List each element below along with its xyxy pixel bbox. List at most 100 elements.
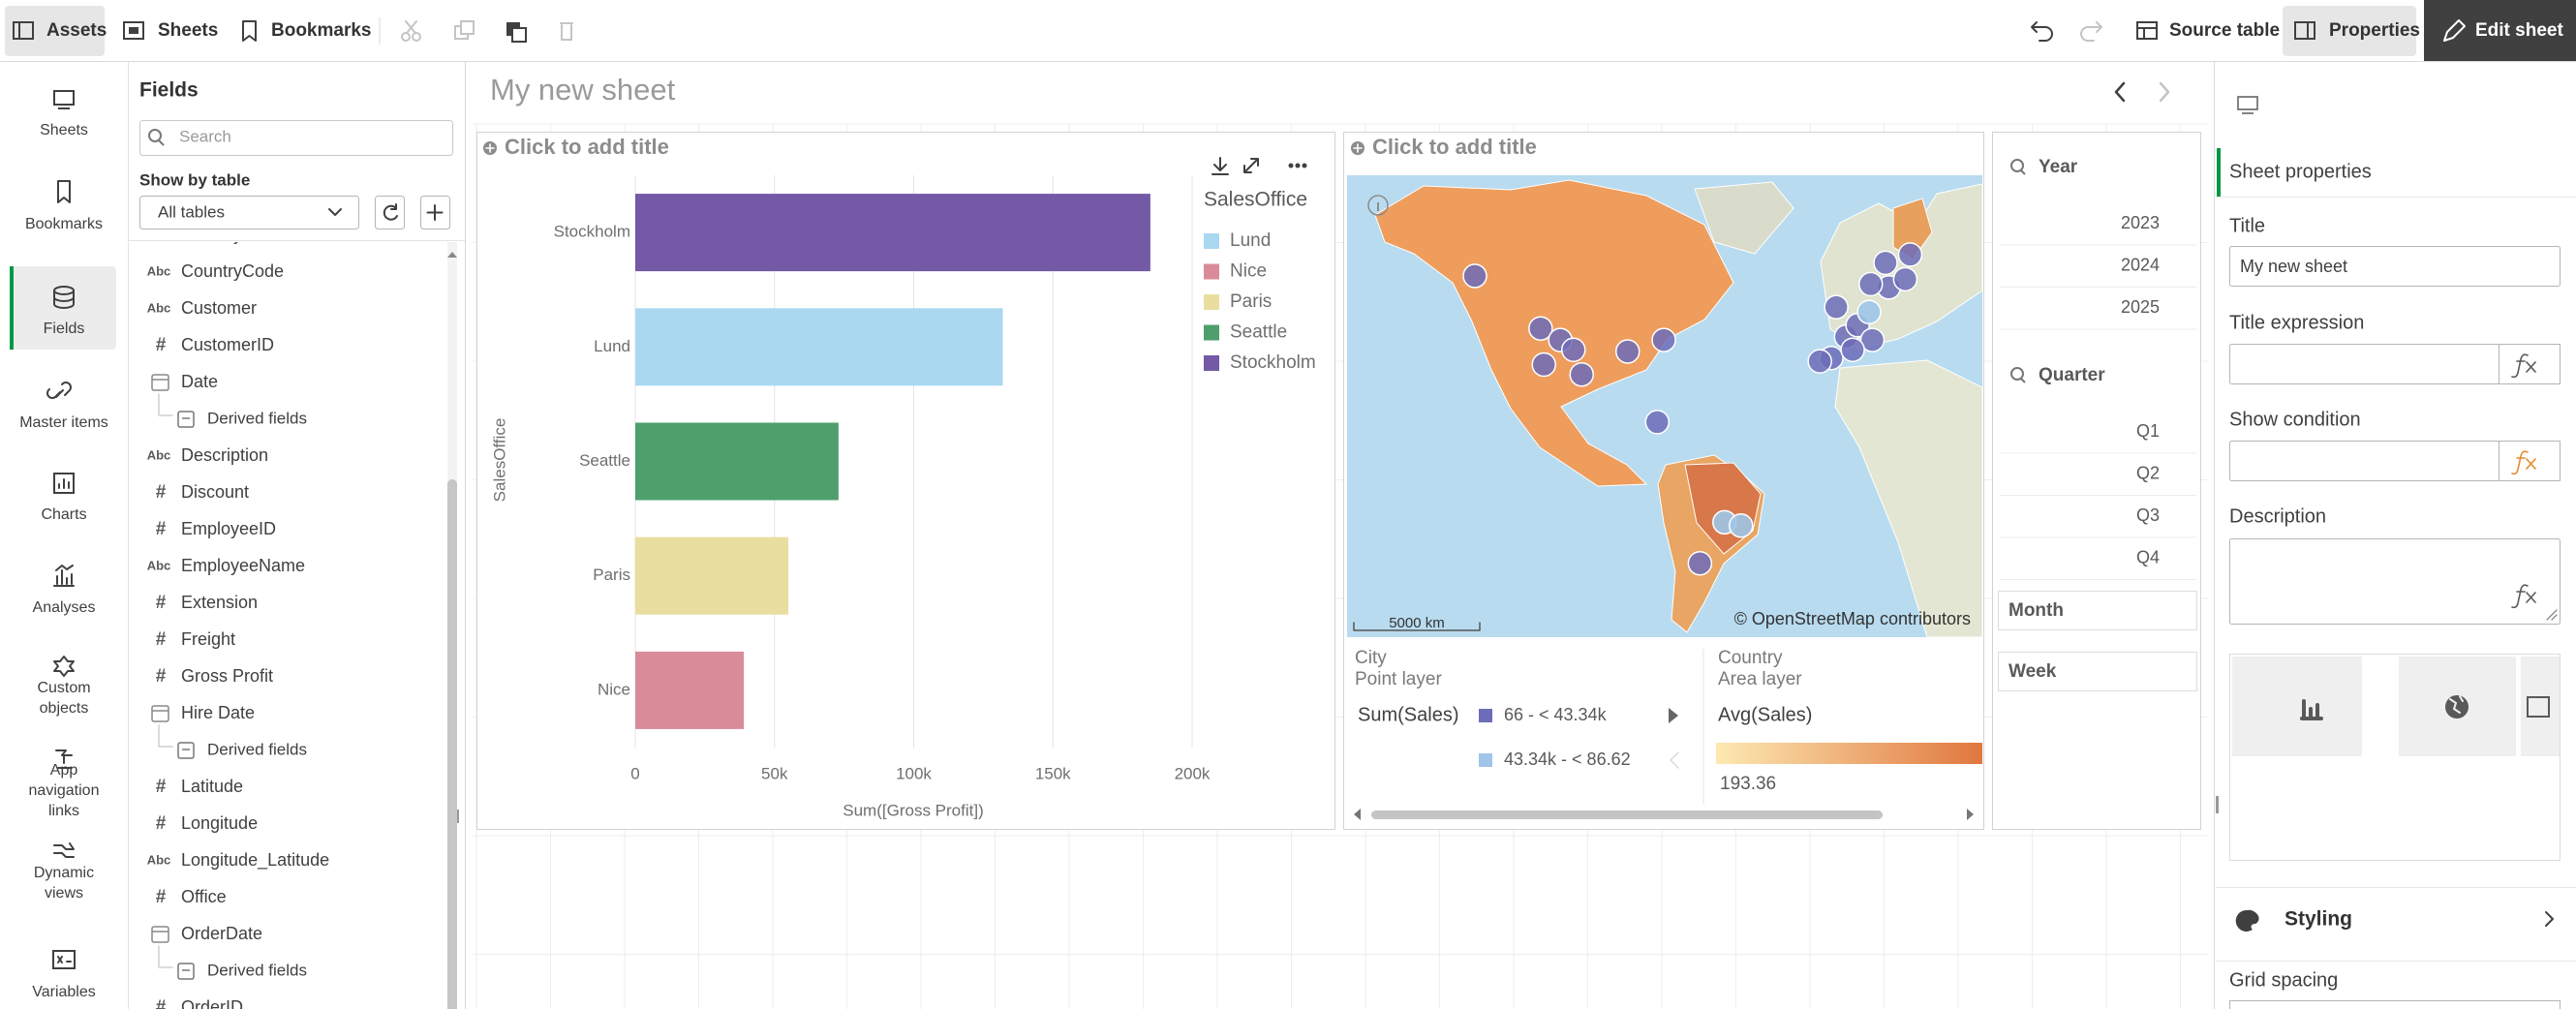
x-tick-label: 50k	[761, 764, 788, 782]
y-tick-label: Stockholm	[554, 223, 630, 241]
filter-value[interactable]: 2024	[2121, 255, 2160, 274]
properties-icon	[2294, 21, 2315, 40]
nav-item-label[interactable]: Analyses	[32, 599, 96, 616]
legend-label[interactable]: Lund	[1230, 230, 1271, 251]
field-name[interactable]: EmployeeID	[181, 519, 276, 538]
filter-value[interactable]: Q3	[2136, 505, 2160, 525]
bar	[635, 651, 745, 729]
assets-button-label[interactable]: Assets	[46, 20, 107, 41]
field-type-icon: #	[156, 666, 167, 687]
city-point	[1531, 352, 1556, 378]
sheets-button-label[interactable]: Sheets	[158, 20, 218, 41]
properties-button-label[interactable]: Properties	[2329, 20, 2420, 41]
filter-value[interactable]: Q2	[2136, 463, 2160, 482]
x-axis-title: Sum([Gross Profit])	[843, 801, 983, 819]
legend-label[interactable]: Stockholm	[1230, 352, 1316, 373]
nav-item-label[interactable]: App navigation links	[28, 762, 100, 819]
map-title[interactable]: Click to add title	[1372, 135, 1537, 159]
field-type-icon: #	[156, 519, 167, 539]
scale-bar	[1353, 622, 1481, 631]
field-name[interactable]: Latitude	[181, 777, 243, 796]
nav-item-label[interactable]: Master items	[19, 414, 108, 431]
scroll-left	[1354, 809, 1361, 820]
city-point	[1840, 337, 1865, 362]
map-legend-scroll	[1371, 810, 1883, 819]
field-name[interactable]: Country	[181, 225, 242, 244]
field-name[interactable]: Hire Date	[181, 703, 255, 722]
field-name[interactable]: Extension	[181, 593, 258, 612]
styling-section[interactable]: Styling	[2285, 908, 2352, 931]
nav-item-label[interactable]: Fields	[43, 321, 85, 337]
legend-swatch	[1204, 263, 1219, 280]
filter-value[interactable]: 2023	[2121, 213, 2160, 232]
source-table-button-label[interactable]: Source table	[2169, 20, 2280, 41]
title-input-value[interactable]: My new sheet	[2240, 257, 2347, 276]
filter-value[interactable]: 2025	[2121, 297, 2160, 317]
field-name[interactable]: Office	[181, 887, 227, 906]
nav-item-label[interactable]: Custom objects	[37, 680, 91, 717]
filter-pane-title[interactable]: Quarter	[2039, 365, 2105, 385]
field-name[interactable]: Longitude_Latitude	[181, 850, 329, 871]
filter-value[interactable]: Q1	[2136, 421, 2160, 441]
bookmarks-button-label[interactable]: Bookmarks	[271, 20, 372, 41]
field-name[interactable]: Customer	[181, 298, 257, 318]
pane-search-icon	[2010, 159, 2024, 172]
nav-icon	[53, 842, 75, 858]
filter-pane-title[interactable]: Year	[2039, 157, 2078, 177]
derived-fields-label[interactable]: Derived fields	[207, 409, 307, 427]
legend-prev	[1670, 751, 1679, 769]
nav-item-label[interactable]: Bookmarks	[24, 216, 104, 232]
field-name[interactable]: OrderID	[181, 997, 243, 1009]
field-name[interactable]: Gross Profit	[181, 666, 273, 686]
legend-measure: Avg(Sales)	[1718, 704, 1812, 725]
derived-fields-label[interactable]: Derived fields	[207, 740, 307, 758]
field-name[interactable]: CountryCode	[181, 261, 284, 281]
map-attribution[interactable]: © OpenStreetMap contributors	[1734, 609, 1971, 628]
collapsed-pane	[1998, 591, 2197, 630]
legend-label[interactable]: Paris	[1230, 291, 1272, 312]
nav-panel	[0, 62, 128, 1009]
nav-icon	[53, 565, 75, 587]
fx-icon	[2511, 450, 2536, 475]
bar	[635, 536, 789, 615]
list-scroll-thumb	[447, 479, 457, 1009]
city-point	[1859, 327, 1886, 352]
nav-group	[10, 90, 116, 969]
section-active-bar	[2217, 148, 2221, 197]
filter-value[interactable]: Q4	[2136, 547, 2160, 566]
search-placeholder[interactable]: Search	[179, 127, 231, 145]
properties-panel	[2214, 62, 2576, 1009]
filter-pane-title[interactable]: Month	[2009, 600, 2064, 621]
field-name[interactable]: Freight	[181, 629, 235, 649]
field-name[interactable]: Date	[181, 372, 218, 391]
fx-button	[2499, 344, 2561, 384]
edit-sheet-button-label[interactable]: Edit sheet	[2475, 20, 2563, 41]
filter-pane-title[interactable]: Week	[2009, 661, 2057, 682]
properties-button	[2283, 6, 2416, 56]
city-point	[1561, 337, 1586, 362]
field-name[interactable]: OrderDate	[181, 924, 262, 943]
chart-title[interactable]: Click to add title	[505, 135, 669, 159]
legend-label[interactable]: Nice	[1230, 261, 1267, 282]
theme-tile	[2232, 657, 2362, 756]
nav-item-label[interactable]: Dynamic views	[33, 865, 95, 902]
field-name[interactable]: Longitude	[181, 813, 258, 833]
nav-item-label[interactable]: Variables	[32, 984, 96, 1000]
nav-item-label[interactable]: Sheets	[40, 122, 88, 138]
nav-icon	[57, 180, 71, 203]
field-name[interactable]: EmployeeName	[181, 556, 305, 575]
derived-fields-label[interactable]: Derived fields	[207, 961, 307, 979]
fields-panel-group: Fields Search Show by table All tables	[129, 79, 465, 1009]
legend-label[interactable]: Seattle	[1230, 322, 1287, 343]
bar-chart-panel: Click to add title 0 50k 100k 150k 200k Stockh…	[476, 132, 1335, 830]
table-select-value[interactable]: All tables	[158, 202, 225, 221]
delete-icon	[560, 22, 573, 41]
field-name[interactable]: CustomerID	[181, 335, 274, 354]
more-icon	[1302, 163, 1307, 168]
field-name[interactable]: Discount	[181, 482, 249, 502]
table-select	[139, 196, 359, 229]
nav-item-label[interactable]: Charts	[41, 506, 87, 523]
legend-swatch	[1204, 294, 1219, 310]
field-name[interactable]: Description	[181, 445, 268, 465]
nav-icon	[53, 90, 75, 106]
